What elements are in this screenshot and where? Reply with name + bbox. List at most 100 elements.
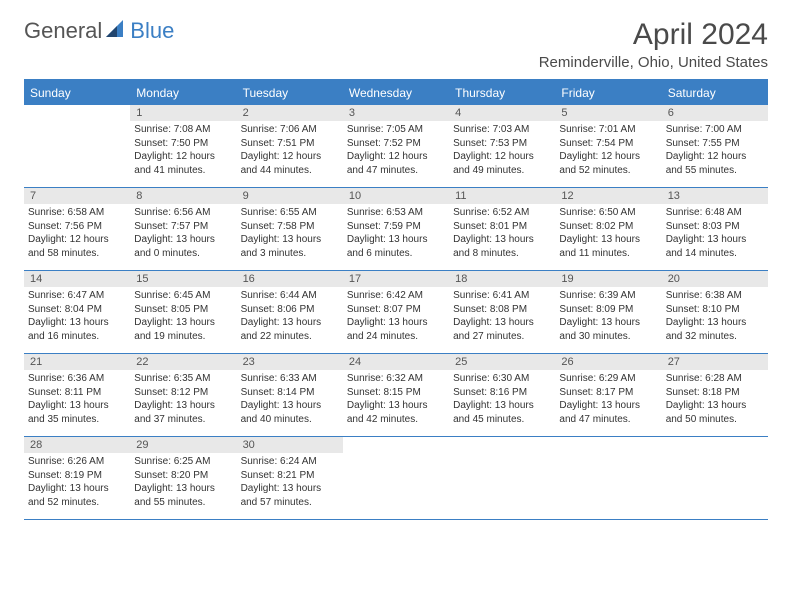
sunrise-line: Sunrise: 6:35 AM — [134, 372, 232, 386]
day-details: Sunrise: 7:03 AMSunset: 7:53 PMDaylight:… — [449, 121, 555, 181]
day-details: Sunrise: 6:45 AMSunset: 8:05 PMDaylight:… — [130, 287, 236, 347]
sunrise-line: Sunrise: 6:29 AM — [559, 372, 657, 386]
logo-text-blue: Blue — [130, 18, 174, 44]
day-number: 29 — [130, 437, 236, 453]
sunrise-line: Sunrise: 6:50 AM — [559, 206, 657, 220]
daylight-line: Daylight: 13 hours and 6 minutes. — [347, 233, 445, 260]
sunset-line: Sunset: 8:08 PM — [453, 303, 551, 317]
calendar-day: 14Sunrise: 6:47 AMSunset: 8:04 PMDayligh… — [24, 271, 130, 353]
sunrise-line: Sunrise: 6:30 AM — [453, 372, 551, 386]
weekday-header-row: SundayMondayTuesdayWednesdayThursdayFrid… — [24, 81, 768, 105]
day-number: 19 — [555, 271, 661, 287]
day-number: 15 — [130, 271, 236, 287]
day-details: Sunrise: 6:29 AMSunset: 8:17 PMDaylight:… — [555, 370, 661, 430]
sunset-line: Sunset: 8:10 PM — [666, 303, 764, 317]
day-details: Sunrise: 6:28 AMSunset: 8:18 PMDaylight:… — [662, 370, 768, 430]
sunrise-line: Sunrise: 6:42 AM — [347, 289, 445, 303]
daylight-line: Daylight: 13 hours and 55 minutes. — [134, 482, 232, 509]
sunrise-line: Sunrise: 7:06 AM — [241, 123, 339, 137]
daylight-line: Daylight: 13 hours and 19 minutes. — [134, 316, 232, 343]
calendar-day: 4Sunrise: 7:03 AMSunset: 7:53 PMDaylight… — [449, 105, 555, 187]
day-number: 2 — [237, 105, 343, 121]
calendar-day: 19Sunrise: 6:39 AMSunset: 8:09 PMDayligh… — [555, 271, 661, 353]
day-details: Sunrise: 6:25 AMSunset: 8:20 PMDaylight:… — [130, 453, 236, 513]
daylight-line: Daylight: 13 hours and 47 minutes. — [559, 399, 657, 426]
day-number: 16 — [237, 271, 343, 287]
sunrise-line: Sunrise: 6:52 AM — [453, 206, 551, 220]
sunrise-line: Sunrise: 6:28 AM — [666, 372, 764, 386]
sunrise-line: Sunrise: 7:08 AM — [134, 123, 232, 137]
calendar-day: 20Sunrise: 6:38 AMSunset: 8:10 PMDayligh… — [662, 271, 768, 353]
sunset-line: Sunset: 8:18 PM — [666, 386, 764, 400]
calendar-day: 27Sunrise: 6:28 AMSunset: 8:18 PMDayligh… — [662, 354, 768, 436]
day-details: Sunrise: 6:50 AMSunset: 8:02 PMDaylight:… — [555, 204, 661, 264]
day-details: Sunrise: 6:53 AMSunset: 7:59 PMDaylight:… — [343, 204, 449, 264]
day-number: 26 — [555, 354, 661, 370]
logo-text-general: General — [24, 18, 102, 44]
sunset-line: Sunset: 8:21 PM — [241, 469, 339, 483]
calendar-day: 1Sunrise: 7:08 AMSunset: 7:50 PMDaylight… — [130, 105, 236, 187]
weekday-header: Thursday — [449, 81, 555, 105]
sunrise-line: Sunrise: 6:48 AM — [666, 206, 764, 220]
day-details: Sunrise: 7:00 AMSunset: 7:55 PMDaylight:… — [662, 121, 768, 181]
sunset-line: Sunset: 7:54 PM — [559, 137, 657, 151]
daylight-line: Daylight: 13 hours and 22 minutes. — [241, 316, 339, 343]
daylight-line: Daylight: 13 hours and 14 minutes. — [666, 233, 764, 260]
day-number: 4 — [449, 105, 555, 121]
daylight-line: Daylight: 13 hours and 42 minutes. — [347, 399, 445, 426]
day-number: 21 — [24, 354, 130, 370]
sunrise-line: Sunrise: 6:25 AM — [134, 455, 232, 469]
calendar-day-empty — [555, 437, 661, 519]
daylight-line: Daylight: 13 hours and 24 minutes. — [347, 316, 445, 343]
day-details: Sunrise: 6:30 AMSunset: 8:16 PMDaylight:… — [449, 370, 555, 430]
sunset-line: Sunset: 7:53 PM — [453, 137, 551, 151]
sunrise-line: Sunrise: 7:00 AM — [666, 123, 764, 137]
day-number: 20 — [662, 271, 768, 287]
daylight-line: Daylight: 13 hours and 35 minutes. — [28, 399, 126, 426]
calendar-day: 26Sunrise: 6:29 AMSunset: 8:17 PMDayligh… — [555, 354, 661, 436]
sunset-line: Sunset: 7:52 PM — [347, 137, 445, 151]
sunrise-line: Sunrise: 6:47 AM — [28, 289, 126, 303]
day-details: Sunrise: 6:33 AMSunset: 8:14 PMDaylight:… — [237, 370, 343, 430]
calendar-week-row: 28Sunrise: 6:26 AMSunset: 8:19 PMDayligh… — [24, 437, 768, 520]
sunset-line: Sunset: 7:55 PM — [666, 137, 764, 151]
day-details: Sunrise: 6:48 AMSunset: 8:03 PMDaylight:… — [662, 204, 768, 264]
sunset-line: Sunset: 8:14 PM — [241, 386, 339, 400]
sunset-line: Sunset: 8:02 PM — [559, 220, 657, 234]
sunset-line: Sunset: 8:05 PM — [134, 303, 232, 317]
daylight-line: Daylight: 13 hours and 11 minutes. — [559, 233, 657, 260]
day-number: 8 — [130, 188, 236, 204]
sunset-line: Sunset: 7:56 PM — [28, 220, 126, 234]
day-number: 1 — [130, 105, 236, 121]
daylight-line: Daylight: 13 hours and 27 minutes. — [453, 316, 551, 343]
daylight-line: Daylight: 13 hours and 3 minutes. — [241, 233, 339, 260]
daylight-line: Daylight: 12 hours and 58 minutes. — [28, 233, 126, 260]
daylight-line: Daylight: 13 hours and 32 minutes. — [666, 316, 764, 343]
day-number: 24 — [343, 354, 449, 370]
daylight-line: Daylight: 13 hours and 40 minutes. — [241, 399, 339, 426]
sunrise-line: Sunrise: 6:32 AM — [347, 372, 445, 386]
day-number: 13 — [662, 188, 768, 204]
daylight-line: Daylight: 12 hours and 47 minutes. — [347, 150, 445, 177]
sunset-line: Sunset: 8:04 PM — [28, 303, 126, 317]
sunset-line: Sunset: 8:17 PM — [559, 386, 657, 400]
day-details: Sunrise: 6:47 AMSunset: 8:04 PMDaylight:… — [24, 287, 130, 347]
sunrise-line: Sunrise: 6:39 AM — [559, 289, 657, 303]
day-number: 30 — [237, 437, 343, 453]
weekday-header: Sunday — [24, 81, 130, 105]
daylight-line: Daylight: 13 hours and 30 minutes. — [559, 316, 657, 343]
sunrise-line: Sunrise: 7:05 AM — [347, 123, 445, 137]
calendar-day: 12Sunrise: 6:50 AMSunset: 8:02 PMDayligh… — [555, 188, 661, 270]
sunset-line: Sunset: 8:20 PM — [134, 469, 232, 483]
sunrise-line: Sunrise: 7:03 AM — [453, 123, 551, 137]
location-text: Reminderville, Ohio, United States — [539, 54, 768, 71]
sunset-line: Sunset: 8:12 PM — [134, 386, 232, 400]
day-details: Sunrise: 6:39 AMSunset: 8:09 PMDaylight:… — [555, 287, 661, 347]
daylight-line: Daylight: 12 hours and 52 minutes. — [559, 150, 657, 177]
day-details: Sunrise: 6:41 AMSunset: 8:08 PMDaylight:… — [449, 287, 555, 347]
day-number: 18 — [449, 271, 555, 287]
calendar-day: 18Sunrise: 6:41 AMSunset: 8:08 PMDayligh… — [449, 271, 555, 353]
day-number: 25 — [449, 354, 555, 370]
daylight-line: Daylight: 12 hours and 41 minutes. — [134, 150, 232, 177]
sunset-line: Sunset: 8:11 PM — [28, 386, 126, 400]
